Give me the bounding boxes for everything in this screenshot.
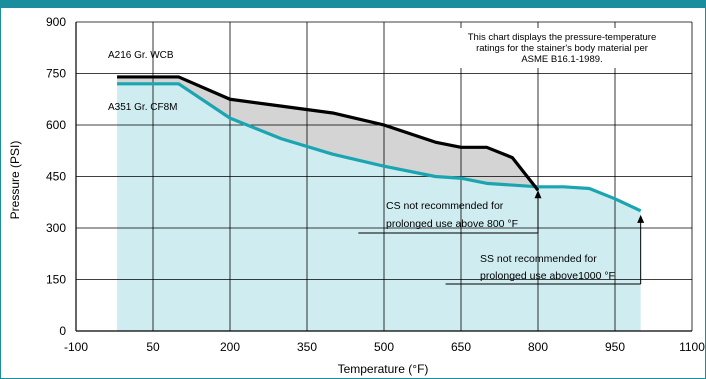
annotation-note-line-1: This chart displays the pressure-tempera… <box>468 32 657 43</box>
x-tick-label: 950 <box>605 340 625 354</box>
y-tick-label: 750 <box>46 67 66 81</box>
header-bar <box>0 0 706 8</box>
series-line-cf8m <box>117 82 642 213</box>
x-tick-label: -100 <box>64 340 88 354</box>
annotation-note-line-2: ratings for the stainer's body material … <box>476 43 648 54</box>
y-tick-label: 300 <box>46 221 66 235</box>
x-tick-label: 650 <box>451 340 471 354</box>
y-tick-label: 450 <box>46 170 66 184</box>
series-label-cf8m: A351 Gr. CF8M <box>108 102 177 113</box>
series-label-wcb: A216 Gr. WCB <box>108 50 174 61</box>
annotation-note-box <box>437 28 687 68</box>
series-line-wcb <box>117 75 540 192</box>
y-tick-label: 0 <box>59 324 66 338</box>
x-tick-label: 200 <box>220 340 240 354</box>
annotation-cs-line-1: CS not recommended for <box>386 200 504 212</box>
y-axis-title: Pressure (PSI) <box>8 141 22 220</box>
cf8m-area-fill <box>117 83 641 331</box>
x-axis-title: Temperature (°F) <box>338 362 429 376</box>
x-tick-label: 1100 <box>679 340 705 354</box>
annotation-cs-line-2: prolonged use above 800 °F <box>386 218 518 230</box>
ss-callout-arrowhead <box>637 214 645 223</box>
y-tick-label: 150 <box>46 273 66 287</box>
rating-gap-fill <box>117 76 539 191</box>
annotation-ss-line-1: SS not recommended for <box>480 253 597 265</box>
annotation-ss-line-2: prolonged use above1000 °F <box>480 270 615 282</box>
cs-callout-arrowhead <box>534 190 542 199</box>
x-tick-label: 350 <box>297 340 317 354</box>
x-tick-label: 500 <box>374 340 394 354</box>
y-tick-label: 900 <box>46 15 66 29</box>
annotation-note-line-3: ASME B16.1-1989. <box>521 54 602 65</box>
x-tick-label: 800 <box>528 340 548 354</box>
y-tick-label: 600 <box>46 118 66 132</box>
x-tick-label: 50 <box>146 340 160 354</box>
